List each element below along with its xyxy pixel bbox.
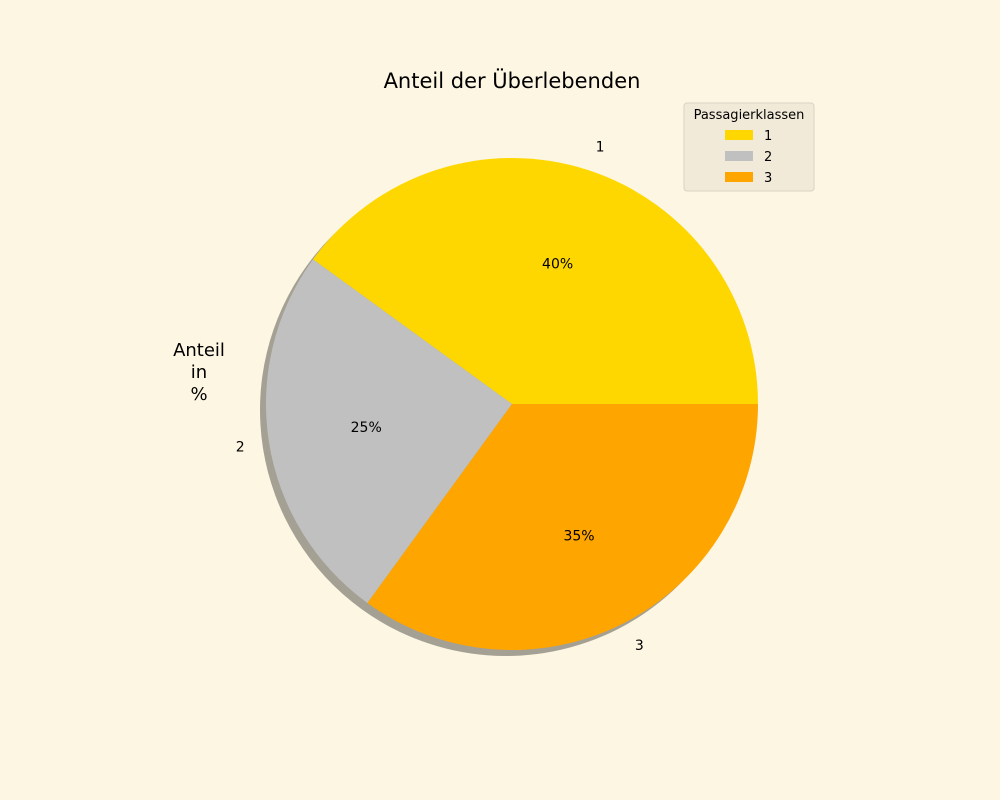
slice-category-label-1: 1 bbox=[596, 140, 605, 156]
y-axis-label-line-3: % bbox=[190, 384, 207, 405]
pie-labels: 1 40% 2 25% 3 35% bbox=[236, 140, 644, 654]
legend-label-1: 1 bbox=[764, 129, 772, 144]
legend-swatch-1 bbox=[725, 130, 753, 140]
slice-percent-label-3: 35% bbox=[563, 529, 594, 545]
pie-slice-3 bbox=[367, 404, 758, 650]
y-axis-label-line-1: Anteil bbox=[173, 340, 225, 361]
slice-percent-label-2: 25% bbox=[351, 420, 382, 436]
slice-percent-label-1: 40% bbox=[542, 257, 573, 273]
slice-category-label-3: 3 bbox=[635, 638, 644, 654]
legend-label-3: 3 bbox=[764, 171, 772, 186]
legend-title: Passagierklassen bbox=[694, 108, 805, 123]
pie-slice-2 bbox=[265, 259, 512, 604]
y-axis-label: Anteil in % bbox=[173, 340, 225, 405]
y-axis-label-line-2: in bbox=[191, 362, 207, 383]
legend-swatch-3 bbox=[725, 172, 753, 182]
chart-title: Anteil der Überlebenden bbox=[384, 68, 641, 93]
pie-slice-1 bbox=[312, 157, 758, 404]
legend-label-2: 2 bbox=[764, 150, 772, 165]
legend: Passagierklassen 1 2 3 bbox=[683, 102, 815, 192]
legend-entries: 1 2 3 bbox=[725, 129, 772, 186]
legend-box bbox=[683, 102, 815, 192]
slice-category-label-2: 2 bbox=[236, 439, 245, 455]
legend-swatch-2 bbox=[725, 151, 753, 161]
pie-slices bbox=[265, 157, 758, 650]
